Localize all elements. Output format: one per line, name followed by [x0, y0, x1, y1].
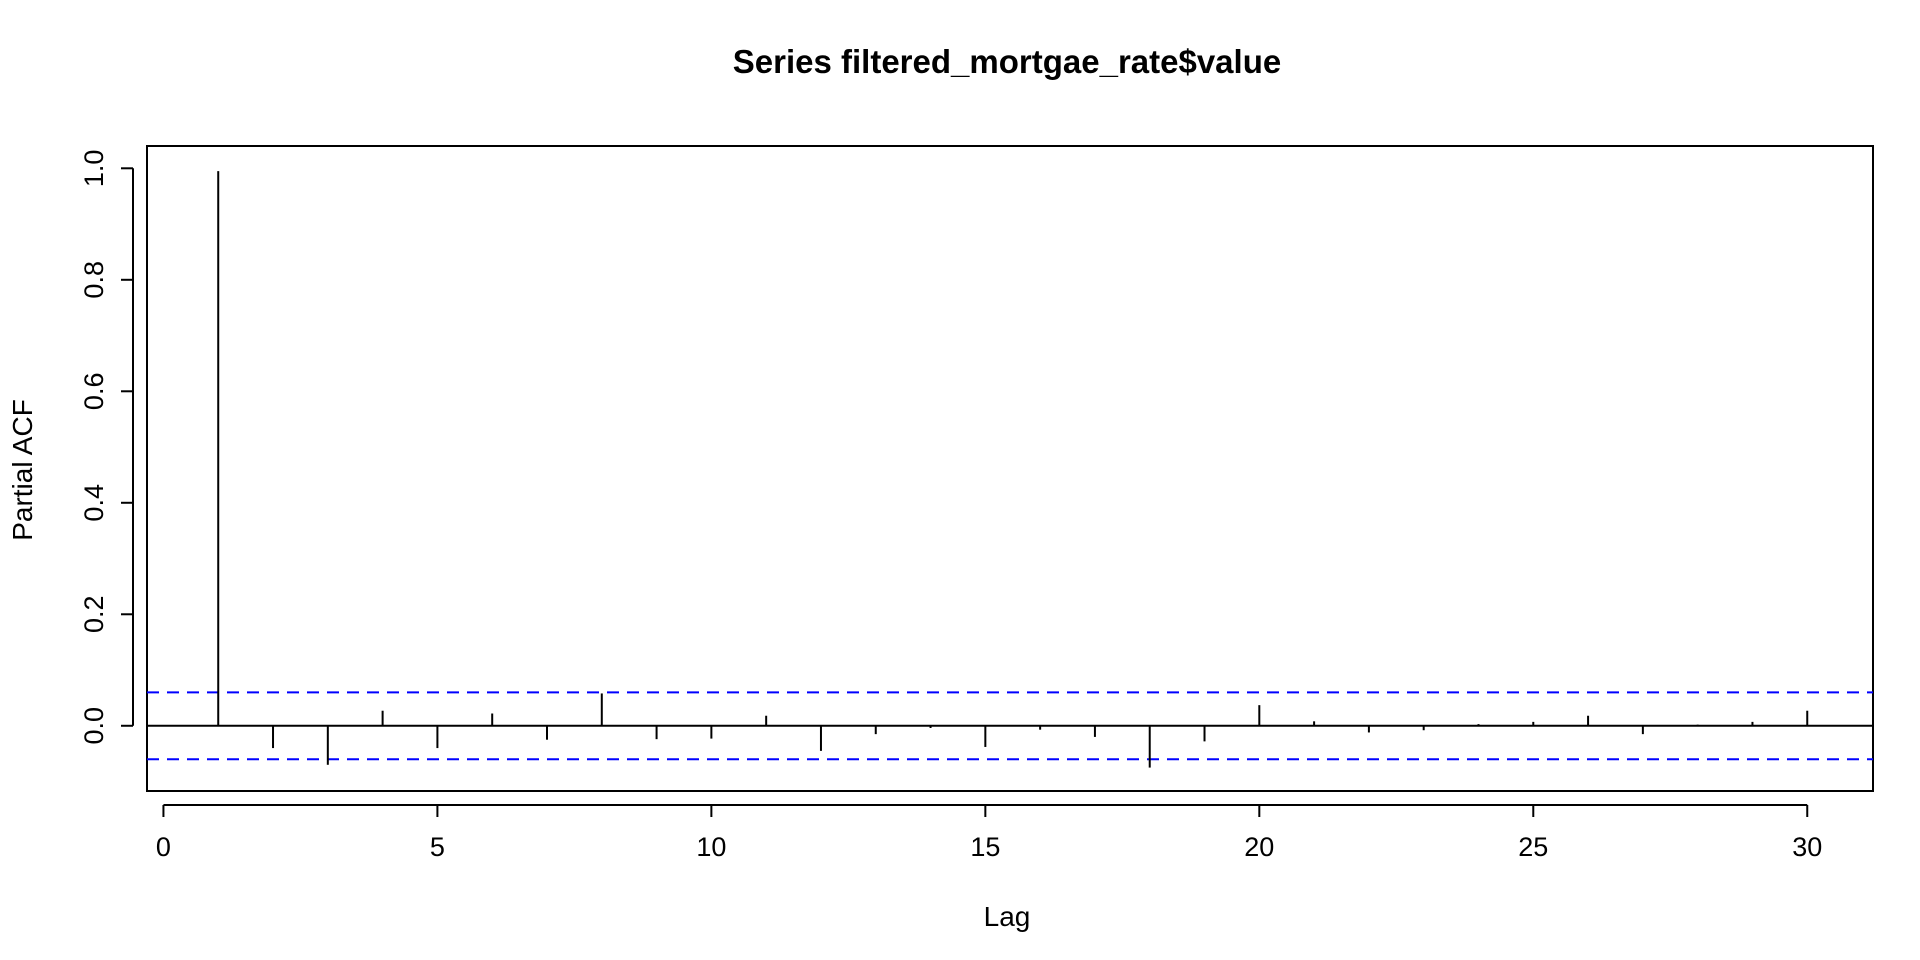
x-tick-label-25: 25: [1518, 832, 1548, 862]
x-tick-label-10: 10: [696, 832, 726, 862]
plot-layer: [147, 171, 1873, 768]
x-tick-label-15: 15: [970, 832, 1000, 862]
x-tick-label-5: 5: [430, 832, 445, 862]
chart-title: Series filtered_mortgae_rate$value: [733, 43, 1281, 80]
y-tick-label-0: 0.0: [79, 707, 109, 745]
y-axis-label: Partial ACF: [7, 399, 38, 541]
y-tick-label-2: 0.4: [79, 484, 109, 522]
plot-frame: [146, 145, 1874, 792]
x-tick-label-30: 30: [1792, 832, 1822, 862]
y-tick-label-5: 1.0: [79, 150, 109, 188]
axes-layer: 0 5 10 15 20 25 30 0.0 0.2 0.4 0.6 0.8 1.0: [79, 150, 1822, 862]
y-tick-label-4: 0.8: [79, 261, 109, 299]
x-tick-label-20: 20: [1244, 832, 1274, 862]
x-axis-label: Lag: [984, 901, 1031, 932]
y-tick-label-1: 0.2: [79, 596, 109, 634]
x-tick-label-0: 0: [156, 832, 171, 862]
y-tick-label-3: 0.6: [79, 373, 109, 411]
